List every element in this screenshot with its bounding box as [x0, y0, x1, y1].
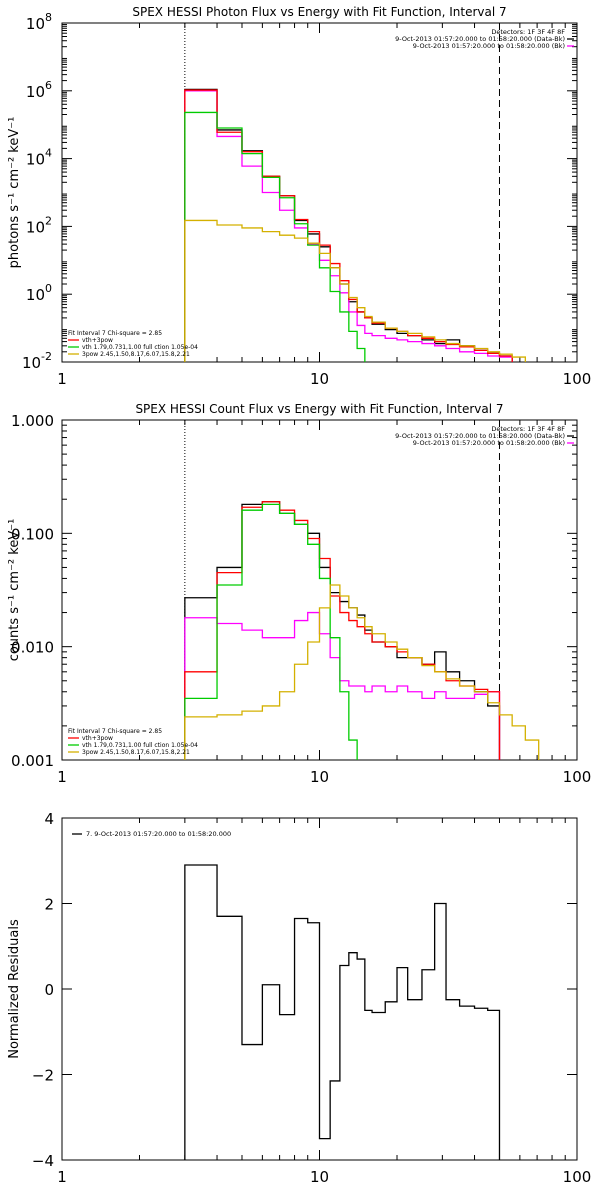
y-tick-label: 10-2: [22, 350, 52, 372]
legend-fit-entry: vth 1.79,0.731,1.00 full ction 1.05e-04: [82, 742, 198, 749]
legend-fit-entry: vth+3pow: [82, 735, 113, 742]
y-axis-label: Normalized Residuals: [7, 919, 22, 1059]
legend-fit-entry: vth 1.79,0.731,1.00 full ction 1.05e-04: [82, 344, 198, 351]
x-tick-label: 10: [310, 768, 329, 786]
y-tick-exponent: 6: [45, 79, 52, 92]
y-tick-base: 10: [22, 354, 41, 372]
series-thermal-line: [184, 503, 358, 760]
y-tick-base: 10: [26, 286, 45, 304]
legend-top-entry: 9-Oct-2013 01:57:20.000 to 01:58:20.000 …: [395, 35, 565, 43]
series-thermal-line: [184, 111, 366, 362]
y-tick-label: 100: [26, 282, 52, 304]
x-tick-label: 100: [563, 370, 592, 388]
x-tick-label: 10: [310, 1168, 329, 1186]
y-axis-label: counts s⁻¹ cm⁻² keV⁻¹: [7, 519, 22, 662]
y-axis-label: photons s⁻¹ cm⁻² keV⁻¹: [7, 117, 22, 269]
x-tick-label: 100: [563, 1168, 592, 1186]
series-total-line: [184, 501, 501, 760]
y-tick-label: 2: [44, 896, 54, 914]
series-powerlaw-line: [184, 219, 526, 362]
y-tick-label: 108: [26, 11, 52, 33]
x-tick-label: 10: [310, 370, 329, 388]
legend-fit-entry: 3pow 2.45,1.50,8.17,6.07,15.8,2.21: [82, 749, 190, 756]
y-tick-base: 10: [26, 83, 45, 101]
panel-2: SPEX HESSI Count Flux vs Energy with Fit…: [7, 402, 591, 786]
legend-top-entry: 9-Oct-2013 01:57:20.000 to 01:58:20.000 …: [413, 42, 565, 50]
y-tick-label: 104: [26, 147, 52, 169]
legend-top-entry: Detectors: 1F 3F 4F 8F: [491, 425, 565, 433]
legend-top-entry: 9-Oct-2013 01:57:20.000 to 01:58:20.000 …: [413, 439, 565, 447]
chart-title: SPEX HESSI Photon Flux vs Energy with Fi…: [132, 5, 506, 19]
x-tick-label: 100: [563, 768, 592, 786]
y-tick-exponent: 8: [45, 11, 52, 24]
y-tick-label: 0.001: [11, 752, 54, 770]
chart-title: SPEX HESSI Count Flux vs Energy with Fit…: [135, 402, 503, 416]
y-tick-exponent: 2: [45, 214, 52, 227]
y-tick-label: 0.100: [11, 525, 54, 543]
y-tick-exponent: 4: [45, 147, 52, 160]
y-tick-label: 1.000: [11, 412, 54, 430]
y-tick-label: −2: [32, 1067, 54, 1085]
legend-fit-entry: Fit Interval 7 Chi-square = 2.85: [68, 728, 162, 735]
y-tick-label: 0: [44, 981, 54, 999]
y-tick-exponent: 0: [45, 282, 52, 295]
y-tick-base: 10: [26, 218, 45, 236]
legend-fit-entry: vth+3pow: [82, 337, 113, 344]
panel-1: SPEX HESSI Photon Flux vs Energy with Fi…: [7, 5, 591, 388]
series-data-line: [184, 501, 501, 760]
y-tick-label: 0.010: [11, 639, 54, 657]
legend-fit-entry: Fit Interval 7 Chi-square = 2.85: [68, 330, 162, 337]
y-tick-exponent: -2: [41, 350, 52, 363]
legend-entry: 7. 9-Oct-2013 01:57:20.000 to 01:58:20.0…: [86, 830, 231, 838]
y-tick-base: 10: [26, 15, 45, 33]
series-powerlaw-line: [184, 584, 540, 760]
y-tick-base: 10: [26, 151, 45, 169]
y-tick-label: −4: [32, 1152, 54, 1170]
y-tick-label: 102: [26, 214, 52, 236]
y-tick-label: 4: [44, 810, 54, 828]
panel-3: Normalized Residuals 1 10 100 −4 −2 0 2 4 7. 9-Oc…: [7, 810, 591, 1186]
series-residuals-line: [184, 864, 501, 1160]
legend-top-entry: 9-Oct-2013 01:57:20.000 to 01:58:20.000 …: [395, 432, 565, 440]
legend-fit-entry: 3pow 2.45,1.50,8.17,6.07,15.8,2.21: [82, 351, 190, 358]
x-tick-label: 1: [57, 370, 67, 388]
x-tick-label: 1: [57, 1168, 67, 1186]
x-tick-label: 1: [57, 768, 67, 786]
y-tick-label: 106: [26, 79, 52, 101]
series-background-line: [184, 611, 501, 760]
legend-top-entry: Detectors: 1F 3F 4F 8F: [491, 28, 565, 36]
